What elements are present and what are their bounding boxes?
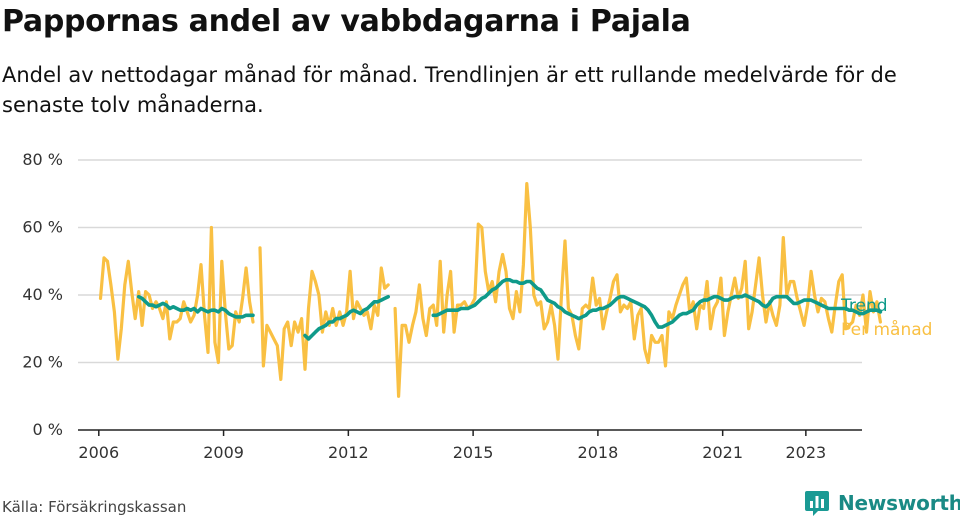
series-line-per-manad bbox=[258, 246, 390, 381]
source-note: Källa: Försäkringskassan bbox=[2, 498, 187, 516]
x-tick-label: 2023 bbox=[785, 443, 826, 462]
series-line-trend bbox=[136, 294, 255, 319]
y-tick-label: 0 % bbox=[33, 420, 63, 439]
y-axis-ticks: 0 % 20 % 40 % 60 % 80 % bbox=[22, 150, 63, 439]
chart-title: Pappornas andel av vabbdagarna i Pajala bbox=[2, 4, 691, 39]
series-line-trend bbox=[431, 278, 883, 329]
brand-name: Newsworthy bbox=[838, 491, 960, 515]
x-tick-label: 2021 bbox=[702, 443, 743, 462]
series-layer bbox=[98, 182, 883, 398]
x-axis-ticks: 2006 2009 2012 2015 2018 2021 2023 bbox=[78, 429, 862, 462]
series-line-per-manad bbox=[393, 182, 882, 398]
y-tick-label: 60 % bbox=[22, 218, 63, 237]
x-tick-label: 2018 bbox=[578, 443, 619, 462]
y-tick-label: 20 % bbox=[22, 353, 63, 372]
y-tick-label: 80 % bbox=[22, 150, 63, 169]
series-labels: Per månad Trend bbox=[840, 296, 932, 340]
series-line-per-manad bbox=[98, 225, 255, 365]
chart-subtitle: Andel av nettodagar månad för månad. Tre… bbox=[2, 63, 897, 117]
series-line-trend bbox=[303, 294, 390, 341]
x-tick-label: 2006 bbox=[78, 443, 119, 462]
x-tick-label: 2012 bbox=[328, 443, 369, 462]
brand-logo[interactable]: Newsworthy bbox=[804, 488, 960, 518]
y-tick-label: 40 % bbox=[22, 285, 63, 304]
x-tick-label: 2009 bbox=[203, 443, 244, 462]
series-label-trend: Trend bbox=[840, 296, 888, 316]
x-tick-label: 2015 bbox=[453, 443, 494, 462]
series-label-per-manad: Per månad bbox=[841, 319, 932, 340]
bar-chart-speech-bubble-icon bbox=[805, 491, 829, 516]
